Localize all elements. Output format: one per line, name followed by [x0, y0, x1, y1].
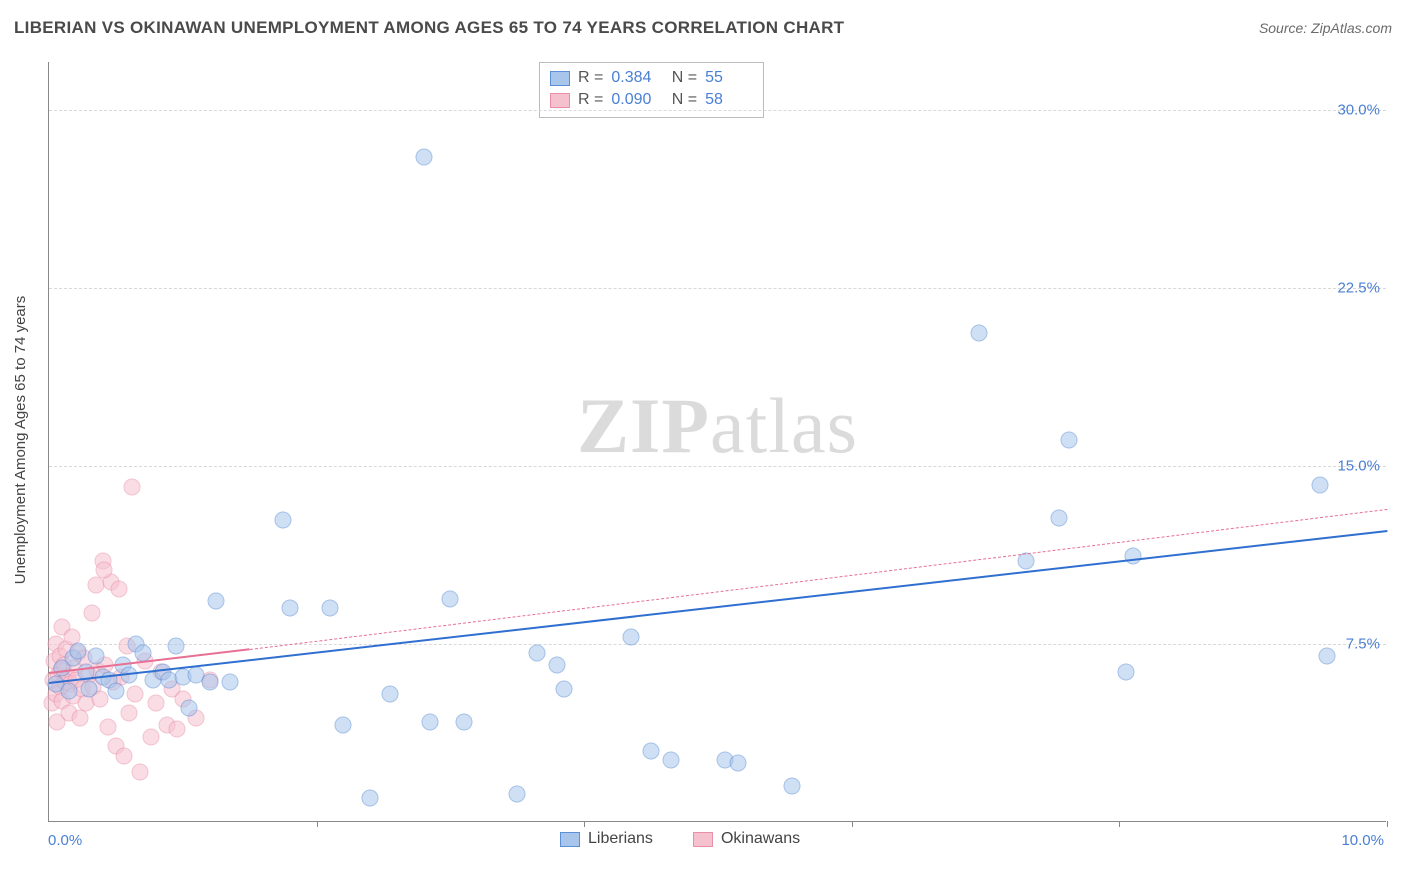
x-tick — [1387, 821, 1388, 827]
data-point — [663, 752, 680, 769]
data-point — [181, 700, 198, 717]
legend-swatch — [550, 71, 570, 86]
x-axis-min-label: 0.0% — [48, 832, 82, 849]
gridline — [49, 110, 1386, 111]
data-point — [221, 673, 238, 690]
data-point — [970, 324, 987, 341]
x-tick — [584, 821, 585, 827]
legend-item: Liberians — [560, 830, 653, 848]
data-point — [422, 714, 439, 731]
stat-r-value: 0.090 — [611, 89, 659, 111]
x-tick — [317, 821, 318, 827]
data-point — [623, 628, 640, 645]
gridline — [49, 644, 1386, 645]
data-point — [643, 742, 660, 759]
data-point — [61, 683, 78, 700]
y-axis-label: Unemployment Among Ages 65 to 74 years — [12, 151, 29, 440]
header: LIBERIAN VS OKINAWAN UNEMPLOYMENT AMONG … — [14, 18, 1392, 38]
stat-n-value: 55 — [705, 67, 753, 89]
data-point — [1318, 647, 1335, 664]
y-tick-label: 15.0% — [1337, 457, 1380, 474]
regression-line — [250, 509, 1387, 650]
data-point — [168, 638, 185, 655]
y-tick-label: 30.0% — [1337, 101, 1380, 118]
data-point — [99, 719, 116, 736]
data-point — [1312, 476, 1329, 493]
data-point — [110, 581, 127, 598]
data-point — [123, 479, 140, 496]
stat-n-value: 58 — [705, 89, 753, 111]
data-point — [362, 790, 379, 807]
stat-key: N = — [667, 89, 697, 111]
stat-key: R = — [578, 67, 603, 89]
data-point — [70, 643, 87, 660]
data-point — [783, 778, 800, 795]
legend-swatch — [693, 832, 713, 847]
data-point — [208, 593, 225, 610]
data-point — [81, 681, 98, 698]
data-point — [382, 685, 399, 702]
data-point — [455, 714, 472, 731]
data-point — [281, 600, 298, 617]
data-point — [87, 647, 104, 664]
y-tick-label: 22.5% — [1337, 279, 1380, 296]
data-point — [142, 728, 159, 745]
legend-label: Liberians — [588, 830, 653, 848]
data-point — [1051, 510, 1068, 527]
legend: Liberians Okinawans — [560, 830, 800, 848]
gridline — [49, 288, 1386, 289]
scatter-plot: ZIPatlas R = 0.384 N = 55 R = 0.090 N = 58 7.… — [48, 62, 1386, 822]
legend-item: Okinawans — [693, 830, 800, 848]
stat-key: N = — [667, 67, 697, 89]
stats-row: R = 0.384 N = 55 — [550, 67, 753, 89]
stat-r-value: 0.384 — [611, 67, 659, 89]
data-point — [415, 149, 432, 166]
data-point — [169, 721, 186, 738]
data-point — [509, 785, 526, 802]
data-point — [148, 695, 165, 712]
data-point — [1124, 548, 1141, 565]
y-tick-label: 7.5% — [1346, 635, 1380, 652]
legend-label: Okinawans — [721, 830, 800, 848]
data-point — [115, 747, 132, 764]
regression-line — [49, 530, 1387, 684]
x-tick — [852, 821, 853, 827]
data-point — [95, 562, 112, 579]
watermark: ZIPatlas — [577, 381, 858, 471]
data-point — [126, 685, 143, 702]
stat-key: R = — [578, 89, 603, 111]
data-point — [131, 764, 148, 781]
x-tick — [1119, 821, 1120, 827]
data-point — [730, 754, 747, 771]
gridline — [49, 466, 1386, 467]
data-point — [321, 600, 338, 617]
data-point — [442, 590, 459, 607]
data-point — [83, 605, 100, 622]
data-point — [529, 645, 546, 662]
data-point — [1060, 431, 1077, 448]
data-point — [1118, 664, 1135, 681]
legend-swatch — [560, 832, 580, 847]
data-point — [549, 657, 566, 674]
x-axis-max-label: 10.0% — [1341, 832, 1384, 849]
data-point — [107, 683, 124, 700]
data-point — [121, 704, 138, 721]
stats-row: R = 0.090 N = 58 — [550, 89, 753, 111]
source-label: Source: ZipAtlas.com — [1259, 20, 1392, 36]
data-point — [275, 512, 292, 529]
chart-title: LIBERIAN VS OKINAWAN UNEMPLOYMENT AMONG … — [14, 18, 844, 38]
legend-swatch — [550, 93, 570, 108]
data-point — [556, 681, 573, 698]
data-point — [335, 716, 352, 733]
data-point — [201, 673, 218, 690]
